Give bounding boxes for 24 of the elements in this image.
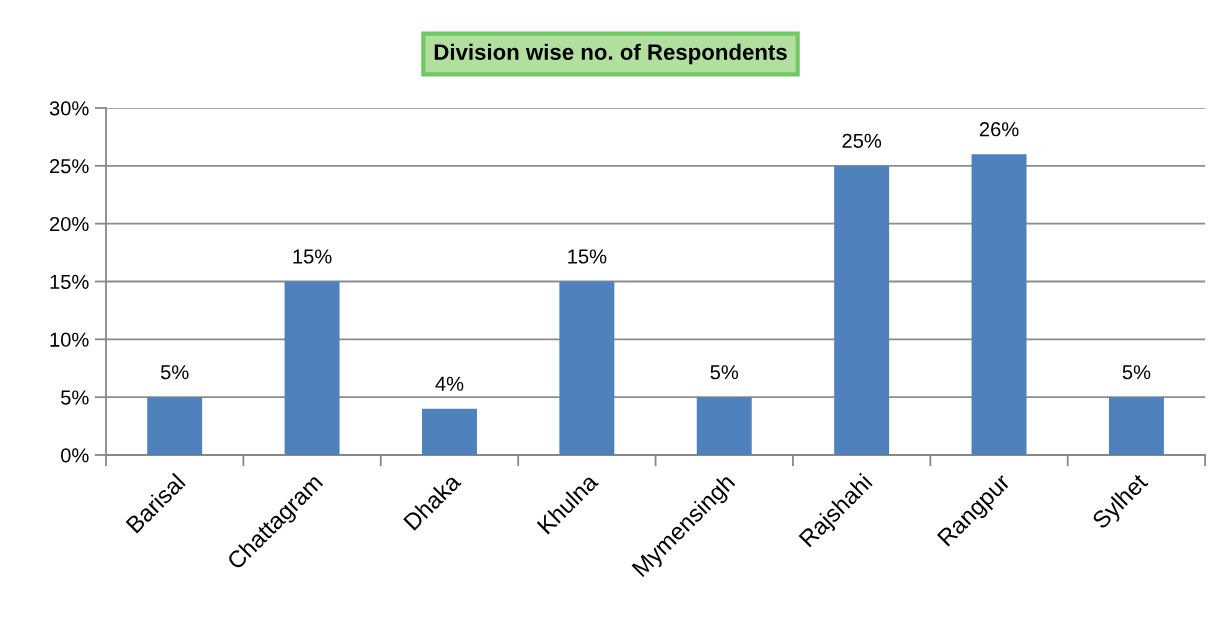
y-tick-label: 5% (61, 390, 89, 405)
y-tick-label: 20% (50, 216, 89, 232)
data-label: 5% (160, 365, 189, 380)
data-label: 5% (710, 365, 739, 380)
bar (559, 281, 615, 456)
bar (696, 397, 752, 456)
bar (834, 165, 890, 456)
data-label: 15% (293, 249, 332, 264)
data-label: 25% (842, 133, 882, 148)
bar (971, 154, 1027, 456)
y-tick-label: 25% (50, 159, 89, 174)
bar (1108, 397, 1164, 456)
bar (147, 397, 203, 456)
data-label: 5% (1122, 365, 1151, 380)
y-tick-label: 30% (49, 101, 89, 116)
y-tick-label: 15% (50, 274, 89, 289)
y-tick-label: 10% (50, 332, 89, 347)
y-tick-label: 0% (61, 448, 89, 463)
chart-title: Division wise no. of Respondents (434, 43, 787, 65)
data-label: 15% (568, 249, 607, 264)
data-label: 26% (979, 122, 1019, 137)
data-label: 4% (435, 376, 464, 391)
bar (284, 281, 340, 456)
bar (421, 408, 477, 456)
